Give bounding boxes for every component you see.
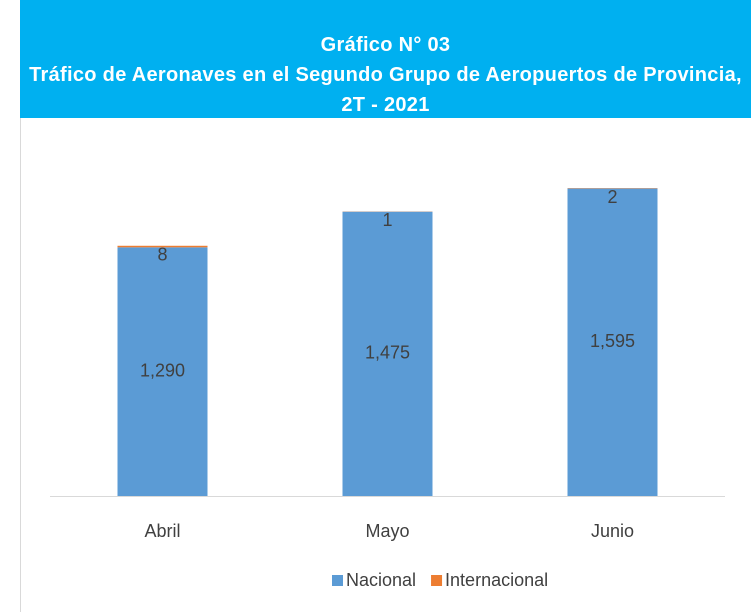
legend-swatch	[431, 575, 443, 586]
data-label: 1	[382, 210, 392, 230]
bar-segment	[117, 245, 208, 248]
legend-swatch	[332, 575, 343, 586]
legend-label: Nacional	[346, 570, 416, 590]
data-label: 2	[607, 187, 617, 207]
chart-subtitle: Tráfico de Aeronaves en el Segundo Grupo…	[29, 64, 742, 116]
x-tick-label: Abril	[144, 521, 180, 541]
bar-segment	[342, 211, 433, 496]
data-label: 1,290	[140, 360, 185, 380]
bar-segment	[567, 188, 658, 496]
title-banner: Gráfico N° 03 Tráfico de Aeronaves en el…	[20, 0, 751, 118]
x-tick-label: Junio	[591, 521, 634, 541]
data-label: 8	[157, 245, 167, 265]
bar-segment	[117, 247, 208, 496]
data-label: 1,475	[365, 343, 410, 363]
chart-title: Gráfico N° 03	[320, 34, 451, 56]
data-label: 1,595	[590, 331, 635, 351]
legend-label: Internacional	[445, 570, 548, 590]
x-tick-label: Mayo	[365, 521, 409, 541]
